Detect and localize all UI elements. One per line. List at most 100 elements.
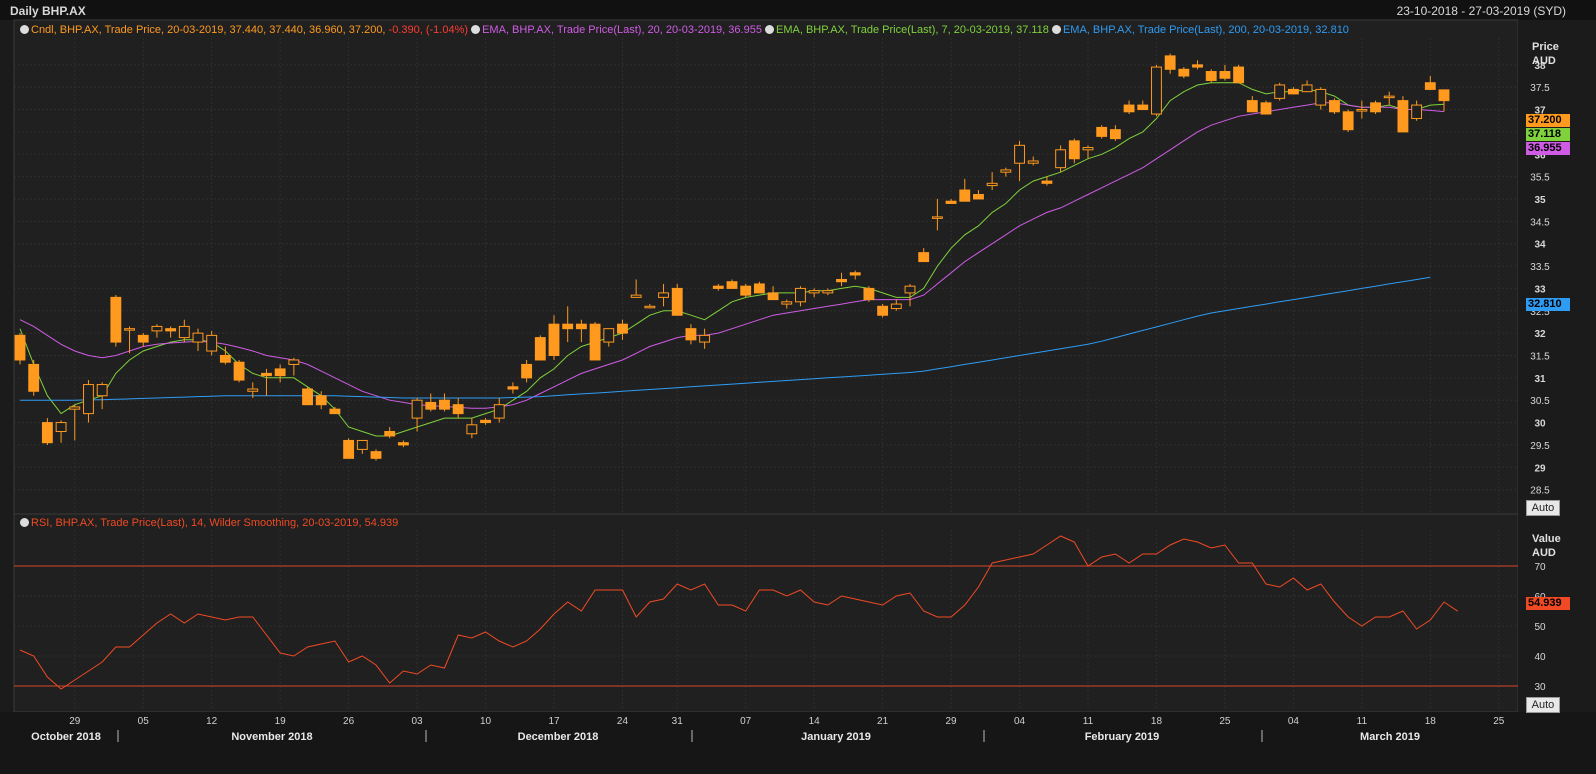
candle [151, 324, 163, 338]
price-auto-scale-button[interactable]: Auto [1526, 500, 1560, 516]
candle-body [55, 422, 67, 433]
candle [521, 359, 533, 383]
candle-body [507, 386, 519, 390]
candle [356, 439, 368, 454]
ema7-settings-icon[interactable] [765, 25, 774, 34]
candle [1219, 64, 1231, 81]
candle [370, 449, 382, 461]
candle-body [274, 368, 286, 377]
candle-body [1109, 129, 1121, 140]
candle-body [493, 404, 505, 419]
candle [822, 288, 834, 296]
candle-body [617, 323, 628, 334]
price-tick-label: 38 [1534, 61, 1546, 72]
candle-body [219, 354, 231, 363]
month-label: December 2018 [518, 731, 599, 743]
candle-body [1151, 66, 1162, 115]
x-tick-label: 29 [69, 716, 81, 727]
candle [603, 328, 615, 347]
candle-body [904, 285, 916, 294]
price-tick-label: 32.5 [1530, 307, 1550, 318]
candle-body [110, 296, 122, 343]
candle [219, 346, 231, 365]
candle-body [411, 399, 423, 419]
candle-body [384, 431, 396, 437]
x-tick-label: 21 [877, 716, 889, 727]
candle [1068, 138, 1080, 164]
rsi-panel [13, 513, 1519, 713]
candle [384, 427, 396, 439]
ema-line-ema7 [19, 82, 1445, 437]
x-tick-label: 10 [480, 716, 492, 727]
ema200-settings-icon[interactable] [1051, 25, 1061, 34]
rsi-settings-icon[interactable] [20, 518, 29, 527]
candle-body [370, 451, 382, 459]
candle-body [890, 303, 902, 310]
last-ema20-label: 36.955 [1526, 142, 1570, 155]
candle-body [1246, 100, 1258, 113]
rsi-tick-label: 40 [1534, 652, 1546, 663]
candle-body [644, 305, 656, 309]
price-tick-label: 30.5 [1530, 396, 1550, 407]
candle-body [329, 408, 341, 415]
price-legend: Cndl, BHP.AX, Trade Price, 20-03-2019, 3… [20, 24, 1349, 36]
candle [1000, 167, 1012, 177]
candle-body [986, 182, 998, 187]
candle [548, 315, 560, 360]
candle-body [1301, 84, 1313, 93]
candle-body [247, 388, 259, 392]
candle-body [178, 325, 190, 339]
legend-ema20: EMA, BHP.AX, Trade Price(Last), 20, 20-0… [482, 24, 762, 36]
legend-ema7: EMA, BHP.AX, Trade Price(Last), 7, 20-03… [776, 24, 1049, 36]
candle-body [1014, 144, 1025, 164]
candle [904, 283, 916, 307]
candle [1192, 60, 1203, 70]
candle [767, 286, 779, 301]
candle-body [1370, 102, 1381, 113]
candle-body [740, 285, 752, 296]
title-bar: Daily BHP.AX 23-10-2018 - 27-03-2019 (SY… [0, 0, 1596, 20]
candle [534, 335, 546, 361]
candle-body [658, 292, 669, 298]
candle [507, 382, 519, 394]
candle-body [1123, 104, 1135, 113]
month-label: February 2019 [1085, 731, 1160, 743]
last-ema7-label: 37.118 [1526, 128, 1570, 141]
candle [1370, 100, 1381, 115]
candle [315, 391, 327, 410]
candle-body [452, 404, 464, 415]
candle-body [1192, 64, 1203, 68]
candle [83, 380, 94, 423]
rsi-auto-scale-button[interactable]: Auto [1526, 697, 1560, 713]
candle-body [1329, 100, 1340, 113]
last-rsi-label: 54.939 [1526, 597, 1570, 610]
candle-body [288, 359, 300, 365]
candle-body [781, 301, 793, 305]
candle-body [69, 406, 81, 410]
candle [836, 272, 847, 287]
candle [1315, 87, 1327, 110]
candle [562, 306, 574, 343]
candle-body [466, 424, 478, 435]
x-tick-label: 03 [412, 716, 424, 727]
ema20-settings-icon[interactable] [471, 25, 481, 34]
candle-body [302, 388, 313, 406]
candle-body [1411, 104, 1423, 119]
candle-body [261, 372, 272, 377]
candle [69, 404, 81, 441]
candle-body [849, 272, 861, 276]
price-axis-title: Price AUD [1532, 40, 1559, 68]
candle-body [1205, 71, 1217, 81]
candle-body [137, 334, 149, 343]
month-label: March 2019 [1360, 731, 1420, 743]
candle [699, 328, 711, 349]
candle-body [1082, 147, 1094, 151]
candle-body [671, 287, 683, 316]
candle-settings-icon[interactable] [20, 25, 29, 34]
candle [274, 364, 286, 383]
candle-body [808, 290, 820, 294]
candle-body [521, 363, 533, 379]
rsi-axis-title-line1: Value [1532, 533, 1561, 545]
price-tick-label: 29.5 [1530, 441, 1550, 452]
